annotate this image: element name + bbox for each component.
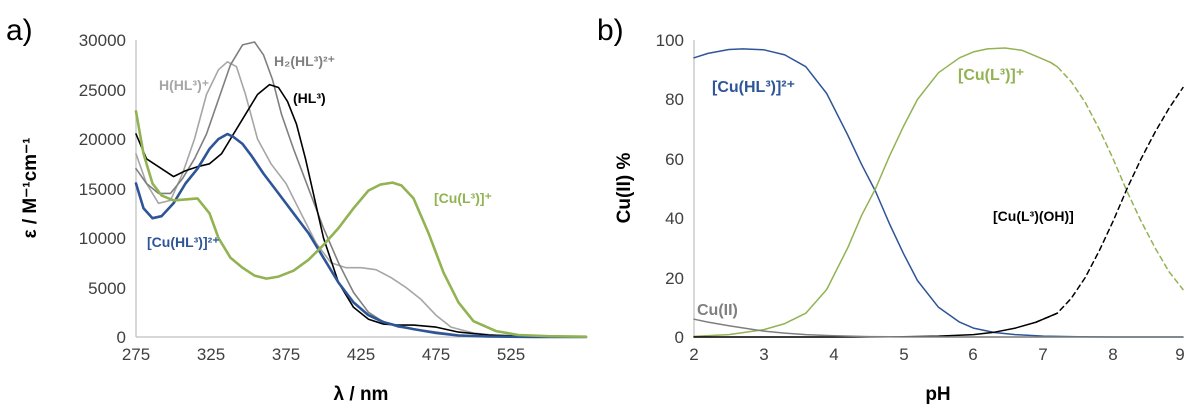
panel-b-label: b) [597, 14, 624, 47]
y-tick-label: 25000 [79, 81, 126, 100]
x-tick-label: 2 [689, 345, 698, 364]
series-line-cu-l3-oh [693, 312, 1059, 338]
series-line-hl3 [135, 83, 587, 338]
y-tick-label: 40 [665, 209, 684, 228]
x-tick-label: 475 [422, 345, 450, 364]
series-line-cu-hl3-2 [134, 132, 588, 339]
annotation-cu-l3: [Cu(L³)]⁺ [434, 190, 492, 206]
x-tick-label: 3 [759, 345, 768, 364]
x-tick-label: 275 [122, 345, 150, 364]
annotation-h-hl3: H(HL³)⁺ [159, 77, 209, 93]
y-tick-label: 20 [665, 269, 684, 288]
panel-b-x-ticks: 2 3 4 5 6 7 8 9 [689, 345, 1184, 364]
y-tick-label: 15000 [79, 180, 126, 199]
x-tick-label: 5 [899, 345, 908, 364]
y-tick-label: 80 [665, 90, 684, 109]
panel-a-y-axis-title: ε / M⁻¹cm⁻¹ [20, 138, 41, 239]
panel-a-series [134, 41, 588, 339]
annotation-cu-ii: Cu(II) [697, 302, 738, 319]
x-tick-label: 8 [1108, 345, 1117, 364]
y-tick-label: 0 [117, 328, 126, 347]
x-tick-label: 6 [968, 345, 977, 364]
x-tick-label: 425 [347, 345, 375, 364]
y-tick-label: 20000 [79, 130, 126, 149]
x-tick-label: 7 [1038, 345, 1047, 364]
y-tick-label: 60 [665, 150, 684, 169]
annotation-cu-hl3: [Cu(HL³)]²⁺ [147, 234, 220, 250]
panel-b-annotations: [Cu(HL³)]²⁺ [Cu(L³)]⁺ [Cu(L³)(OH)] Cu(II… [697, 67, 1074, 319]
x-tick-label: 4 [829, 345, 838, 364]
panel-a-x-ticks: 275 325 375 425 475 525 [122, 345, 525, 364]
annotation-h2-hl3: H₂(HL³)²⁺ [274, 53, 335, 69]
panel-b-y-axis-title: Cu(II) % [614, 153, 635, 224]
annotation-cu-hl3: [Cu(HL³)]²⁺ [712, 79, 795, 96]
y-tick-label: 5000 [88, 279, 126, 298]
panel-b-speciation: b) 0 20 40 60 80 100 2 3 4 5 6 7 8 9 pH … [597, 14, 1185, 405]
annotation-cu-l3: [Cu(L³)]⁺ [958, 67, 1024, 84]
x-tick-label: 325 [197, 345, 225, 364]
panel-a-absorption-spectra: a) 0 5000 10000 15000 20000 25000 30000 … [6, 14, 588, 405]
x-tick-label: 9 [1175, 345, 1184, 364]
series-line-cu-l3 [693, 47, 1059, 338]
series-line-cu-ii [693, 318, 1184, 338]
panel-a-label: a) [6, 14, 33, 47]
panel-b-x-axis-title: pH [925, 384, 950, 405]
panel-a-x-axis-title: λ / nm [334, 384, 389, 405]
y-tick-label: 30000 [79, 31, 126, 50]
series-line-cu-l3-oh-dashed [1035, 86, 1184, 323]
y-tick-label: 100 [656, 31, 684, 50]
series-line-cu-l3 [134, 110, 588, 339]
y-tick-label: 0 [675, 328, 684, 347]
annotation-hl3: (HL³) [293, 90, 326, 106]
x-tick-label: 525 [497, 345, 525, 364]
series-line-cu-l3-dashed [1049, 61, 1184, 291]
panel-a-y-ticks: 0 5000 10000 15000 20000 25000 30000 [79, 31, 126, 347]
y-tick-label: 10000 [79, 229, 126, 248]
series-line-cu-hl3-2 [693, 48, 1184, 338]
series-line-h-hl3 [135, 60, 587, 338]
panel-b-y-ticks: 0 20 40 60 80 100 [656, 31, 684, 347]
panel-b-series [693, 47, 1184, 338]
x-tick-label: 375 [272, 345, 300, 364]
annotation-cu-l3-oh: [Cu(L³)(OH)] [993, 208, 1074, 224]
panel-a-annotations: H(HL³)⁺ H₂(HL³)²⁺ (HL³) [Cu(HL³)]²⁺ [Cu(… [147, 53, 492, 250]
